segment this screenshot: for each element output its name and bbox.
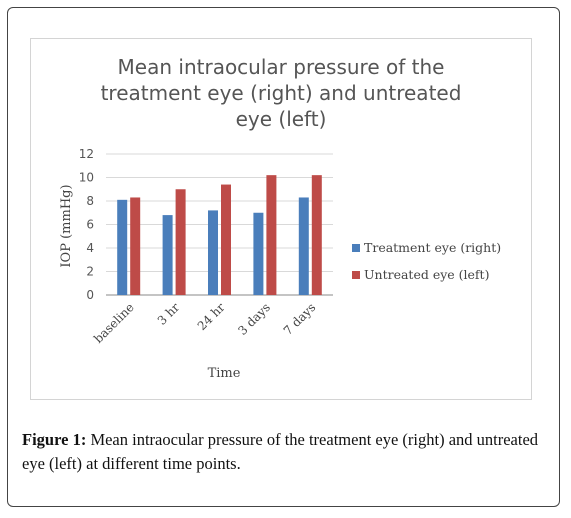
x-tick-label: 7 days — [281, 300, 319, 338]
caption-label: Figure 1: — [22, 430, 87, 449]
legend-label: Treatment eye (right) — [364, 240, 501, 255]
x-axis-title: Time — [208, 366, 241, 381]
y-tick-label: 2 — [86, 265, 94, 279]
bar-untreated — [221, 184, 231, 295]
y-tick-label: 12 — [79, 147, 94, 161]
bar-treatment — [162, 215, 173, 295]
x-tick-label: 3 hr — [155, 300, 183, 328]
chart-title-line-1: Mean intraocular pressure of the — [117, 55, 445, 79]
legend-swatch — [352, 244, 360, 252]
caption-text: Mean intraocular pressure of the treatme… — [22, 430, 539, 473]
x-tick-label: 3 days — [235, 300, 273, 338]
chart-area — [30, 38, 532, 400]
bar-untreated — [130, 197, 141, 295]
x-tick-label: baseline — [91, 300, 137, 346]
y-tick-label: 6 — [86, 218, 94, 232]
y-tick-label: 8 — [86, 194, 94, 208]
figure-caption: Figure 1: Mean intraocular pressure of t… — [22, 428, 552, 476]
bar-untreated — [175, 189, 186, 295]
bar-treatment — [253, 212, 264, 295]
y-tick-label: 4 — [86, 241, 94, 255]
chart-title: Mean intraocular pressure of the treatme… — [34, 54, 528, 132]
legend-swatch — [352, 271, 360, 279]
bar-treatment — [298, 197, 309, 295]
y-tick-label: 10 — [79, 171, 94, 185]
y-tick-label: 0 — [86, 288, 94, 302]
bar-treatment — [117, 199, 128, 295]
figure-frame — [7, 7, 560, 507]
chart-title-line-2: treatment eye (right) and untreated — [100, 81, 462, 105]
bar-untreated — [311, 175, 322, 295]
chart-title-line-3: eye (left) — [235, 107, 327, 131]
bar-treatment — [208, 210, 218, 295]
legend-label: Untreated eye (left) — [364, 267, 489, 282]
bar-untreated — [266, 175, 277, 295]
y-axis-title: IOP (mmHg) — [59, 184, 74, 267]
x-tick-label: 24 hr — [195, 300, 228, 333]
